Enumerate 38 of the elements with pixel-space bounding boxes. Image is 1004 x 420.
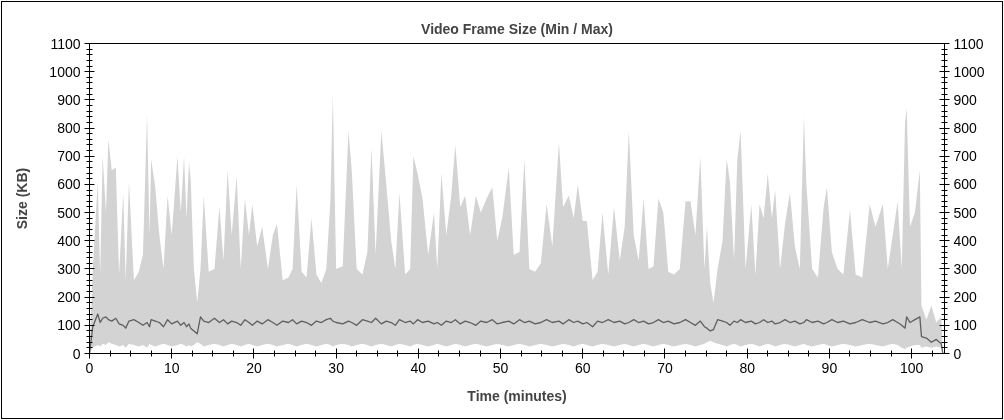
y-tick-label: 700 — [57, 148, 81, 165]
y-tick-label: 0 — [72, 345, 81, 362]
y-tick-label: 300 — [57, 260, 81, 277]
y-axis-title: Size (KB) — [14, 167, 31, 230]
y2-tick-label: 800 — [953, 120, 978, 137]
y-tick-label: 400 — [57, 232, 81, 249]
y2-tick-label: 1100 — [953, 35, 984, 52]
x-tick-label: 60 — [574, 359, 591, 376]
x-tick-label: 100 — [899, 359, 924, 376]
y-tick-label: 500 — [57, 204, 81, 221]
y2-tick-label: 600 — [953, 176, 978, 193]
x-tick-label: 0 — [85, 359, 94, 376]
y2-tick-label: 700 — [953, 148, 978, 165]
y2-tick-label: 400 — [953, 232, 978, 249]
y2-tick-label: 300 — [953, 260, 978, 277]
y-tick-label: 100 — [57, 317, 81, 334]
x-tick-label: 80 — [739, 359, 756, 376]
y2-tick-label: 900 — [953, 91, 978, 108]
x-tick-label: 90 — [821, 359, 838, 376]
y-tick-label: 1000 — [49, 63, 81, 80]
y2-tick-label: 100 — [953, 317, 978, 334]
y2-tick-label: 1000 — [953, 63, 985, 80]
x-tick-label: 50 — [492, 359, 509, 376]
x-tick-label: 70 — [657, 359, 673, 376]
chart-title: Video Frame Size (Min / Max) — [421, 20, 613, 37]
y-tick-label: 1100 — [50, 35, 81, 52]
x-tick-label: 30 — [328, 359, 345, 376]
x-axis-title: Time (minutes) — [467, 387, 567, 404]
x-tick-label: 20 — [246, 359, 262, 376]
y-tick-label: 900 — [57, 91, 81, 108]
y2-tick-label: 500 — [953, 204, 978, 221]
y2-tick-label: 200 — [953, 289, 978, 306]
x-tick-label: 10 — [163, 359, 180, 376]
y-tick-label: 200 — [57, 289, 81, 306]
y-tick-label: 600 — [57, 176, 81, 193]
x-tick-label: 40 — [410, 359, 427, 376]
y-tick-label: 800 — [57, 120, 81, 137]
y2-tick-label: 0 — [953, 345, 962, 362]
